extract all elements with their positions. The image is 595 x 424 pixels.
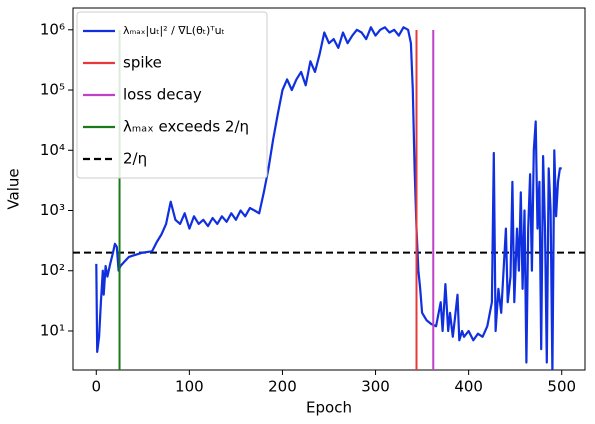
- legend-label: 2/η: [123, 150, 147, 168]
- plot-area: [73, 26, 585, 370]
- y-tick-label: 10⁶: [40, 20, 65, 38]
- x-tick-label: 200: [268, 378, 297, 396]
- plot-frame: [72, 7, 586, 371]
- x-tick-label: 300: [361, 378, 390, 396]
- x-axis-label: Epoch: [306, 399, 352, 417]
- y-tick-label: 10³: [40, 201, 65, 219]
- x-tick-label: 400: [454, 378, 483, 396]
- y-tick-label: 10⁴: [40, 141, 65, 159]
- legend-box: [76, 11, 268, 179]
- legend-label: λₘₐₓ exceeds 2/η: [123, 118, 249, 136]
- legend-label: spike: [123, 54, 162, 72]
- legend-label: λₘₐₓ|uₜ|² / ∇L(θₜ)ᵀuₜ: [123, 24, 225, 37]
- y-tick-label: 10⁵: [40, 81, 65, 99]
- x-tick-label: 500: [547, 378, 576, 396]
- legend-label: loss decay: [123, 86, 202, 104]
- x-tick-label: 0: [91, 378, 101, 396]
- y-tick-label: 10²: [40, 261, 65, 279]
- data-line: [95, 26, 562, 370]
- x-tick-label: 100: [175, 378, 204, 396]
- y-tick-label: 10¹: [40, 321, 65, 339]
- y-axis-label: Value: [5, 168, 23, 209]
